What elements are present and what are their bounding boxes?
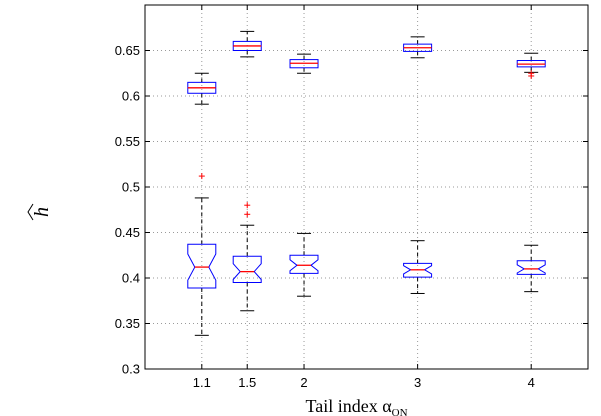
y-tick-label: 0.5 [122, 180, 140, 195]
x-tick-label: 1.1 [193, 375, 211, 390]
x-axis-label-subscript: ON [392, 407, 408, 416]
box-body [516, 260, 546, 275]
box-body [232, 255, 262, 283]
y-axis-label-text: h [31, 207, 53, 217]
x-tick-label: 2 [300, 375, 307, 390]
x-tick-label: 3 [414, 375, 421, 390]
y-tick-label: 0.45 [115, 225, 140, 240]
box-series [187, 30, 546, 336]
outlier-marker [244, 211, 251, 218]
x-tick-label: 1.5 [238, 375, 256, 390]
y-tick-label: 0.3 [122, 362, 140, 377]
box-1.1 [187, 72, 217, 105]
grid-lines [145, 5, 588, 369]
y-axis-label-hat [27, 203, 34, 221]
y-tick-label: 0.65 [115, 43, 140, 58]
y-tick-label: 0.55 [115, 134, 140, 149]
axis-ticks: 0.3 0.35 0.4 0.45 0.5 0.55 0.6 0.65 1.1 1.5 2 3 4 [115, 5, 588, 390]
box-4 [516, 244, 546, 293]
box-2 [289, 53, 319, 74]
y-tick-label: 0.6 [122, 89, 140, 104]
box-2 [289, 232, 319, 297]
y-tick-label: 0.4 [122, 271, 140, 286]
x-tick-label: 4 [528, 375, 535, 390]
box-4 [516, 52, 546, 79]
box-3 [403, 240, 433, 294]
box-1.1 [187, 173, 217, 336]
box-1.5 [232, 202, 262, 312]
outlier-marker [528, 72, 535, 79]
x-axis-label: Tail index αON [305, 396, 407, 416]
y-tick-label: 0.35 [115, 316, 140, 331]
outlier-marker [244, 202, 251, 209]
box-body [403, 262, 433, 278]
outlier-marker [198, 173, 205, 180]
box-3 [403, 36, 433, 59]
box-body [187, 243, 217, 289]
box-body [289, 254, 319, 274]
box-1.5 [232, 30, 262, 58]
y-axis-label: h [27, 203, 53, 221]
x-axis-label-text: Tail index α [305, 396, 392, 416]
